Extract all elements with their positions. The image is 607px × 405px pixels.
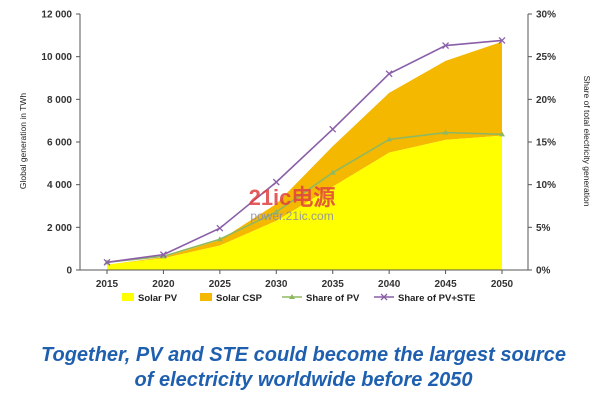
legend-marker-share-of-pv-ste: [380, 293, 388, 301]
x-tick-label: 2025: [209, 279, 232, 290]
point-share-of-pv-ste: [216, 224, 224, 232]
legend-label-solar-csp: Solar CSP: [216, 293, 263, 304]
x-tick-label: 2040: [378, 279, 401, 290]
legend-label-share-of-pv-ste: Share of PV+STE: [398, 293, 475, 304]
point-share-of-pv-ste: [103, 258, 111, 266]
point-share-of-pv-ste: [385, 70, 393, 78]
y2-tick-label: 15%: [536, 138, 556, 149]
x-tick-label: 2035: [322, 279, 345, 290]
point-share-of-pv-ste: [159, 251, 167, 259]
y2-tick-label: 30%: [536, 10, 556, 21]
legend-marker-share-of-pv: [289, 294, 295, 299]
y2-tick-label: 20%: [536, 95, 556, 106]
y-tick-label: 10 000: [41, 52, 72, 63]
point-share-of-pv: [273, 208, 280, 214]
y-axis-ticks: 0 2 000 4 000 6 000 8 000 10 000 12 000: [41, 10, 80, 277]
legend-swatch-solar-csp: [200, 293, 212, 301]
y-tick-label: 2 000: [47, 223, 72, 234]
line-series-share-of-pv: [106, 131, 503, 264]
caption-line-2: of electricity worldwide before 2050: [134, 369, 473, 391]
line-series-share-of-pv-ste: [106, 39, 503, 264]
point-share-of-pv: [499, 131, 505, 137]
y2-tick-label: 0%: [536, 266, 551, 277]
x-tick-label: 2045: [434, 279, 457, 290]
y-tick-label: 4 000: [47, 180, 72, 191]
legend-label-share-of-pv: Share of PV: [306, 293, 360, 304]
point-share-of-pv: [386, 136, 393, 142]
x-tick-label: 2020: [152, 279, 175, 290]
line-layer: [103, 36, 506, 266]
y2-tick-label: 5%: [536, 223, 551, 234]
point-share-of-pv: [160, 253, 167, 259]
slide-caption: Together, PV and STE could become the la…: [0, 343, 607, 393]
chart: 0 2 000 4 000 6 000 8 000 10 000 12 000 0% 5% 10…: [18, 10, 592, 305]
legend-label-solar-pv: Solar PV: [138, 293, 178, 304]
watermark-site: power.21ic.com: [250, 209, 333, 223]
x-axis-ticks: 2015 2020 2025 2030 2035 2040 2045 2050: [96, 270, 514, 290]
y2-axis-ticks: 0% 5% 10% 15% 20% 25% 30%: [528, 10, 556, 277]
legend: Solar PV Solar CSP Share of PV Share of PV+…: [122, 293, 475, 304]
area-series-solar-csp: [107, 41, 502, 265]
legend-swatch-solar-pv: [122, 293, 134, 301]
y-tick-label: 8 000: [47, 95, 72, 106]
y-tick-label: 6 000: [47, 138, 72, 149]
y-tick-label: 12 000: [41, 10, 72, 21]
y2-axis-title: Share of total electricity generation: [582, 76, 592, 207]
watermark-logo: 21ic电源: [249, 185, 336, 210]
point-share-of-pv: [329, 169, 336, 175]
point-share-of-pv: [442, 129, 449, 135]
x-tick-label: 2015: [96, 279, 119, 290]
caption-line-1: Together, PV and STE could become the la…: [41, 344, 566, 366]
point-share-of-pv: [216, 236, 223, 242]
x-tick-label: 2030: [265, 279, 288, 290]
area-layer: [107, 41, 502, 270]
point-share-of-pv-ste: [329, 125, 337, 133]
x-tick-label: 2050: [491, 279, 514, 290]
point-share-of-pv-ste: [498, 36, 506, 44]
point-share-of-pv-ste: [442, 42, 450, 50]
y2-tick-label: 25%: [536, 52, 556, 63]
y-tick-label: 0: [66, 266, 72, 277]
watermark: 21ic电源 power.21ic.com: [249, 185, 336, 223]
point-share-of-pv-ste: [272, 178, 280, 186]
area-series-solar-pv: [107, 135, 502, 270]
y2-tick-label: 10%: [536, 180, 556, 191]
y-axis-title: Global generation in TWh: [18, 93, 28, 190]
